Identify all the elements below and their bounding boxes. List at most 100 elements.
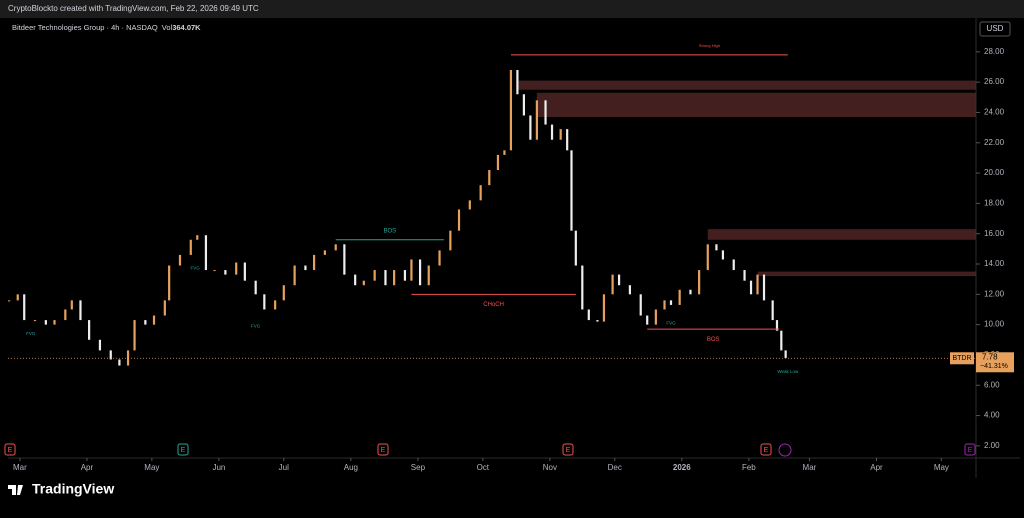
x-tick-label: Feb xyxy=(742,463,756,472)
candle xyxy=(756,274,759,295)
candle xyxy=(189,239,192,255)
candle xyxy=(611,274,614,295)
candle xyxy=(403,270,407,281)
candle xyxy=(152,315,156,325)
y-tick-label: 14.00 xyxy=(984,259,1005,268)
candle xyxy=(334,244,337,251)
y-tick-label: 24.00 xyxy=(984,108,1005,117)
earnings-label: E xyxy=(181,447,186,454)
x-tick-label: Jul xyxy=(279,463,289,472)
candle xyxy=(574,230,577,266)
level-label: BOS xyxy=(383,228,396,234)
earnings-label: E xyxy=(566,447,571,454)
candle xyxy=(749,280,753,295)
top-bar xyxy=(0,0,1024,18)
candle xyxy=(550,124,554,140)
currency-box[interactable] xyxy=(979,21,1011,37)
logo-icon xyxy=(8,485,23,495)
change-label: −41.31% xyxy=(980,363,1008,370)
candle xyxy=(118,359,121,366)
candle xyxy=(522,94,526,116)
candle xyxy=(354,274,357,286)
earnings-icon[interactable] xyxy=(964,443,976,456)
candle xyxy=(587,309,590,321)
x-tick-label: Sep xyxy=(411,463,426,472)
header: CryptoBlockto created with TradingView.c… xyxy=(8,4,259,13)
supply-zone xyxy=(536,92,976,117)
candle xyxy=(689,289,692,295)
candle xyxy=(566,129,569,151)
candle xyxy=(254,280,257,295)
candle xyxy=(88,320,91,340)
x-tick-label: Nov xyxy=(543,463,557,472)
volume-label: Vol xyxy=(162,23,173,32)
y-tick-label: 22.00 xyxy=(984,138,1005,147)
candle xyxy=(178,254,182,266)
y-tick-label: 4.00 xyxy=(984,411,1000,420)
note: FVG xyxy=(26,331,36,336)
candle xyxy=(384,270,387,286)
chart-title: Bitdeer Technologies Group · 4h · NASDAQ… xyxy=(12,23,201,32)
candle xyxy=(706,244,709,271)
candle xyxy=(235,262,238,275)
candle xyxy=(516,70,519,95)
candle xyxy=(581,265,584,310)
x-tick-label: Mar xyxy=(13,463,27,472)
candle xyxy=(274,300,277,310)
candle xyxy=(617,274,621,286)
earnings-label: E xyxy=(381,447,386,454)
earnings-icon[interactable] xyxy=(377,443,389,456)
event-icon[interactable] xyxy=(778,443,792,457)
candle xyxy=(743,270,746,281)
candle xyxy=(784,350,787,358)
candle xyxy=(263,294,266,310)
earnings-icon[interactable] xyxy=(760,443,772,456)
candle xyxy=(479,185,482,201)
candle xyxy=(544,100,547,125)
candle xyxy=(732,259,735,271)
candle xyxy=(771,300,774,321)
y-tick-label: 16.00 xyxy=(984,229,1005,238)
candle xyxy=(362,280,365,286)
x-tick-label: Aug xyxy=(344,463,358,472)
candle xyxy=(343,244,346,275)
y-tick-label: 10.00 xyxy=(984,320,1005,329)
candle xyxy=(393,270,396,286)
candle xyxy=(780,330,783,351)
candle xyxy=(44,320,47,325)
candle xyxy=(7,300,11,302)
y-tick-label: 20.00 xyxy=(984,168,1005,177)
x-tick-label: Oct xyxy=(477,463,490,472)
supply-zone xyxy=(707,229,976,240)
candle xyxy=(762,274,766,301)
candle xyxy=(224,270,227,275)
volume: 364.07K xyxy=(172,23,201,32)
candle xyxy=(293,265,296,286)
earnings-icon[interactable] xyxy=(177,443,189,456)
candle xyxy=(646,315,649,325)
candle xyxy=(70,300,73,310)
note: FVG xyxy=(666,320,676,325)
earnings-icon[interactable] xyxy=(562,443,574,456)
candle xyxy=(168,265,171,301)
candle xyxy=(715,244,718,251)
candle xyxy=(204,235,208,271)
x-tick-label: Mar xyxy=(803,463,817,472)
x-tick-label: 2026 xyxy=(673,463,691,472)
x-tick-label: May xyxy=(934,463,949,472)
candle xyxy=(775,320,779,331)
candle xyxy=(509,70,513,151)
candle xyxy=(438,250,441,266)
candle xyxy=(163,300,166,316)
note: Weak Low xyxy=(777,369,799,374)
candle xyxy=(16,294,19,301)
supply-zone xyxy=(517,80,976,90)
logo-text: TradingView xyxy=(32,481,114,497)
candle xyxy=(418,259,422,286)
candle xyxy=(410,259,413,281)
earnings-label: E xyxy=(8,447,13,454)
earnings-icon[interactable] xyxy=(4,443,16,456)
candle xyxy=(323,250,326,255)
y-tick-label: 26.00 xyxy=(984,77,1005,86)
candle xyxy=(628,285,631,295)
